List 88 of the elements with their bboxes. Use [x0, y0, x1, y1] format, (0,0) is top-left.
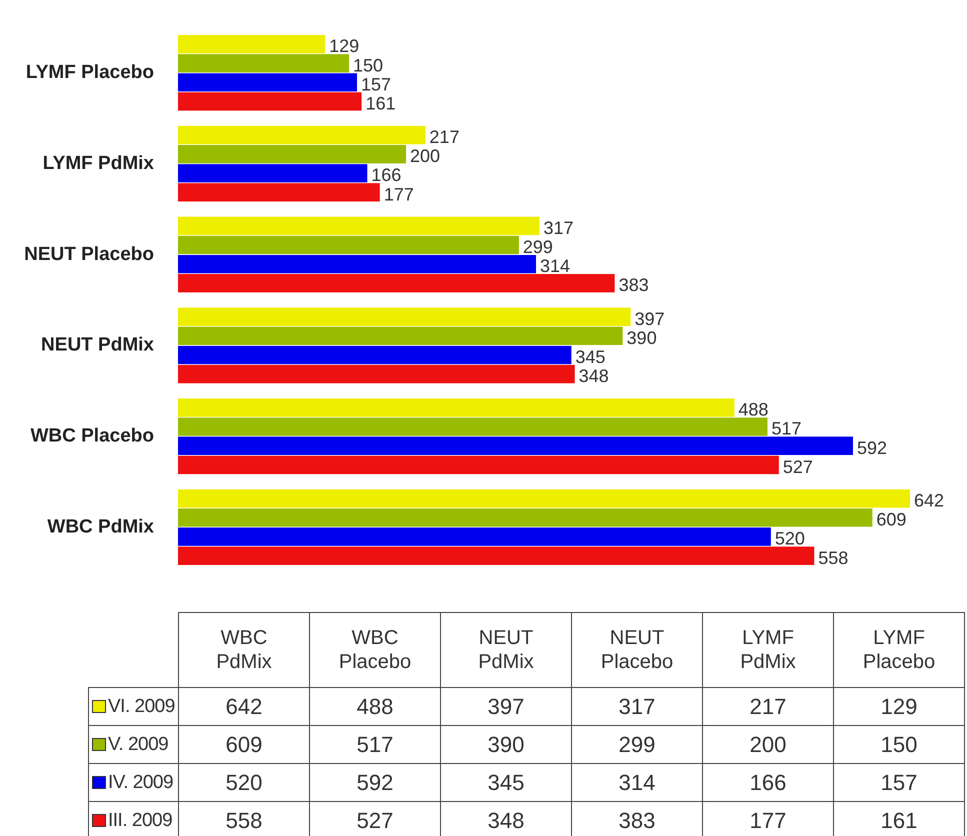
- bar: [178, 489, 910, 508]
- bar: [178, 508, 872, 527]
- data-label: 397: [634, 308, 665, 329]
- data-label: 314: [571, 763, 703, 802]
- y-tick-label: NEUT Placebo: [24, 244, 154, 265]
- data-label: 517: [771, 418, 802, 439]
- x-tick-label: LYMF PdMix: [740, 626, 796, 674]
- data-label: 488: [309, 687, 441, 726]
- x-tick-label: WBC Placebo: [338, 626, 412, 674]
- data-label: 129: [833, 687, 965, 726]
- data-label: 383: [618, 275, 649, 296]
- data-label: 177: [384, 184, 414, 204]
- data-label: 390: [626, 328, 657, 348]
- data-label: 166: [371, 165, 402, 186]
- bar: [178, 216, 540, 236]
- bar: [178, 436, 853, 455]
- data-label: 157: [833, 763, 965, 802]
- data-label: 150: [353, 55, 384, 76]
- data-label: 558: [818, 548, 848, 568]
- data-label: 642: [178, 687, 310, 726]
- bar: [178, 254, 536, 274]
- bar: [178, 398, 734, 417]
- bar: [178, 308, 631, 326]
- data-label: 517: [309, 725, 441, 764]
- bar: [178, 183, 380, 202]
- data-label: 592: [856, 438, 888, 458]
- data-label: 161: [366, 93, 396, 114]
- data-label: 642: [914, 490, 944, 511]
- y-tick-label: WBC PdMix: [47, 516, 154, 538]
- data-label: 129: [329, 36, 360, 56]
- data-label: 488: [738, 400, 768, 420]
- x-tick-label: LYMF Placebo: [862, 626, 936, 674]
- x-tick-label: NEUT Placebo: [600, 626, 674, 674]
- bar: [178, 145, 406, 164]
- y-tick-label: WBC Placebo: [30, 426, 154, 447]
- data-label: 150: [833, 725, 965, 764]
- y-tick-label: NEUT PdMix: [41, 334, 154, 356]
- data-label: 592: [309, 763, 441, 802]
- bar: [178, 456, 779, 474]
- data-label: 200: [702, 725, 834, 764]
- data-label: 161: [833, 801, 965, 836]
- bar: [178, 326, 623, 346]
- data-label: 397: [440, 687, 572, 726]
- bar: [178, 73, 358, 92]
- bar: [178, 364, 575, 384]
- legend-label: VI. 2009: [108, 696, 175, 718]
- y-tick-label: LYMF Placebo: [26, 62, 154, 84]
- data-label: 558: [178, 801, 310, 836]
- data-label: 520: [178, 763, 310, 802]
- data-label: 348: [578, 366, 609, 386]
- bar: [178, 236, 519, 254]
- data-label: 348: [440, 801, 572, 836]
- data-label: 317: [543, 218, 574, 238]
- bar: [178, 418, 768, 436]
- data-label: 157: [361, 74, 392, 94]
- data-label: 390: [440, 725, 572, 764]
- data-label: 200: [410, 146, 440, 166]
- data-label: 314: [540, 256, 570, 276]
- x-tick-label: WBC PdMix: [216, 626, 272, 674]
- bar: [178, 92, 362, 111]
- data-label: 217: [429, 127, 460, 148]
- legend-label: IV. 2009: [108, 772, 174, 794]
- bar: [178, 164, 368, 182]
- bar: [178, 528, 771, 546]
- legend-label: III. 2009: [108, 810, 172, 832]
- data-label: 609: [178, 725, 310, 764]
- bar: [178, 546, 814, 565]
- data-label: 527: [782, 456, 813, 477]
- y-tick-label: LYMF PdMix: [42, 152, 154, 174]
- data-label: 177: [702, 801, 834, 836]
- data-label: 166: [702, 763, 834, 802]
- data-label: 317: [571, 687, 703, 726]
- data-label: 383: [571, 801, 703, 836]
- x-tick-label: NEUT PdMix: [478, 626, 534, 674]
- data-label: 217: [702, 687, 834, 726]
- data-label: 609: [876, 510, 906, 530]
- bar: [178, 126, 426, 144]
- data-label: 527: [309, 801, 441, 836]
- bar: [178, 274, 615, 292]
- data-label: 345: [575, 346, 606, 367]
- data-label: 520: [774, 528, 805, 549]
- bar: [178, 346, 572, 364]
- data-label: 299: [522, 236, 553, 257]
- data-label: 299: [571, 725, 703, 764]
- legend-label: V. 2009: [108, 734, 168, 756]
- bar: [178, 54, 350, 72]
- data-label: 345: [440, 763, 572, 802]
- bar: [178, 35, 326, 54]
